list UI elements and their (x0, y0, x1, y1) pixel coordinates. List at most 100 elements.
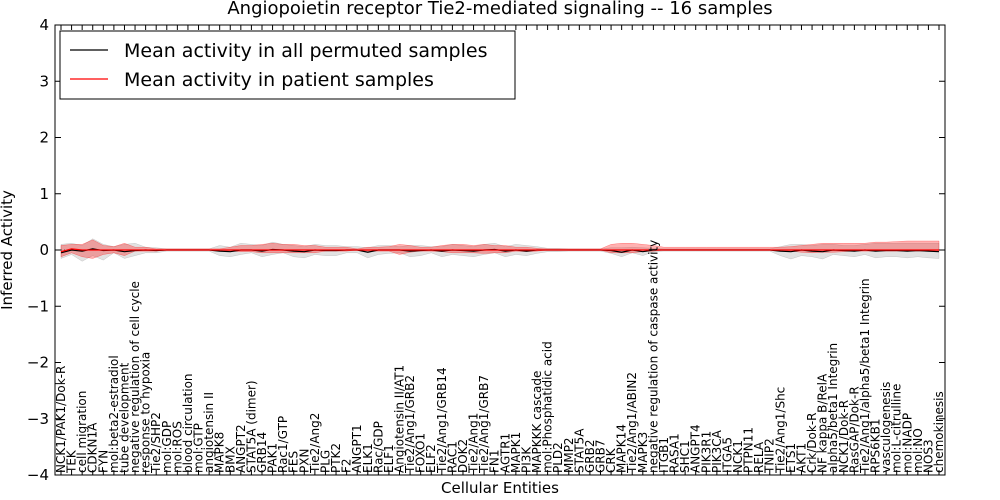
category-label: negative regulation of cell cycle (128, 281, 142, 473)
y-tick-label: 3 (39, 72, 49, 90)
series-line-patient (60, 248, 939, 253)
category-label: SHC1 (678, 440, 692, 473)
category-label: alpha5/beta1 Integrin (826, 343, 840, 473)
category-label: MAPK3 (636, 432, 650, 473)
y-tick-label: 2 (39, 129, 49, 147)
chart-title: Angiopoietin receptor Tie2-mediated sign… (227, 0, 772, 19)
category-label: GRB7 (593, 439, 607, 473)
category-label: mol:NADP (900, 413, 914, 473)
category-label: F2 (340, 458, 354, 473)
legend: Mean activity in all permuted samples Me… (59, 30, 516, 100)
category-label: PIK3CA (710, 429, 724, 473)
category-label: TEK (65, 449, 79, 474)
x-ticks (60, 25, 940, 475)
category-label: cell migration (75, 391, 89, 473)
category-label: TNIP2 (763, 438, 777, 474)
category-label: BMX (223, 446, 237, 473)
category-label: MAPK8 (213, 432, 227, 473)
category-label: ITGB1 (657, 437, 671, 473)
category-label: mol:GTP (192, 423, 206, 473)
category-label: NF kappa B/RelA (816, 373, 830, 473)
category-label: mol:L-citrulline (890, 384, 904, 473)
category-label: response to hypoxia (139, 352, 153, 473)
category-label: RELA (752, 441, 766, 473)
category-label: Tie2/Ang1/Shc (773, 387, 787, 474)
category-label: PTPN11 (742, 427, 756, 473)
category-label: chemokinesis (932, 391, 946, 473)
category-label: Tie2/SHP2 (149, 412, 163, 474)
category-label: RasGAP/Dok-R (847, 386, 861, 473)
series-lines (60, 248, 940, 254)
category-label: blood circulation (181, 373, 195, 473)
category-label: ANGPT2 (234, 424, 248, 473)
category-label: Crk/Dok-R (805, 412, 819, 473)
category-label: STAT5A (572, 428, 586, 473)
category-label: FYN (96, 450, 110, 473)
category-label: mol:beta2-estradiol (107, 355, 121, 473)
category-label: STAT5A (dimer) (244, 380, 258, 473)
category-label: Rac/GDP (371, 421, 385, 473)
y-tick-label: 1 (39, 185, 49, 203)
category-label: Tie2/Ang2 (308, 413, 322, 474)
category-label: FN1 (488, 449, 502, 473)
category-label: FOXO1 (414, 433, 428, 473)
category-label: MAPKKK cascade (530, 371, 544, 473)
category-label: GRB2 (583, 439, 597, 473)
y-tick-label: −2 (27, 354, 49, 372)
y-axis: 4 3 2 1 0 −1 −2 −3 −4 (27, 16, 945, 484)
legend-label-patient: Mean activity in patient samples (124, 69, 434, 91)
category-label: NCK1/PAK1/Dok-R (54, 366, 68, 473)
y-tick-label: −4 (27, 466, 49, 484)
category-label: angiotensin II (202, 392, 216, 473)
category-label: ETS1 (784, 443, 798, 473)
category-label: AGTR1 (498, 433, 512, 473)
y-tick-label: 0 (39, 241, 49, 259)
category-label: RASA1 (668, 433, 682, 473)
legend-label-permuted: Mean activity in all permuted samples (124, 40, 487, 62)
category-label: CDKN1A (86, 422, 100, 473)
category-label: Tie2/Ang1/GRB14 (435, 367, 449, 474)
category-label: ELF1 (382, 444, 396, 473)
category-label: PLG (318, 450, 332, 473)
x-axis-label: Cellular Entities (441, 479, 559, 497)
category-label: PAK1 (266, 443, 280, 473)
category-label: PXN (297, 449, 311, 473)
category-label: ELF2 (424, 444, 438, 473)
category-label: PLD2 (551, 442, 565, 473)
legend-box (59, 30, 516, 100)
category-label: RAC1 (445, 441, 459, 473)
y-tick-label: −3 (27, 410, 49, 428)
category-label: Angiotensin II/AT1 (393, 365, 407, 473)
category-label: PI3K (519, 446, 533, 473)
category-label: PTK2 (329, 443, 343, 473)
category-label: MAPK14 (615, 424, 629, 473)
category-label: Rac1/GTP (276, 416, 290, 473)
category-label: Tie2/Ang1/ABIN2 (625, 372, 639, 474)
category-label: Tie2/Ang1/GRB7 (477, 375, 491, 474)
category-label: MMP2 (562, 437, 576, 473)
category-label: Tie2/Ang1 (467, 413, 481, 474)
category-label: DOK2 (456, 439, 470, 473)
category-label: Tie2/Ang1/alpha5/beta1 Integrin (858, 278, 872, 474)
category-label: RPS6KB1 (869, 418, 883, 473)
category-label: Tie2/Ang1/GRB2 (403, 375, 417, 474)
category-label: mol:NO (911, 428, 925, 473)
category-label: mol:Phosphatidic acid (541, 341, 555, 473)
category-label: negative regulation of caspase activity (646, 240, 660, 473)
category-label: vasculogenesis (879, 382, 893, 473)
category-label: tube development (117, 362, 131, 473)
y-tick-label: 4 (39, 16, 49, 34)
category-label: mol:ROS (170, 421, 184, 473)
category-label: PIK3R1 (699, 431, 713, 473)
category-label: ANGPT4 (689, 424, 703, 473)
category-label: NOS3 (921, 439, 935, 473)
category-label: ANGPT1 (350, 424, 364, 473)
plot-frame (54, 24, 946, 476)
category-label: mol:GDP (160, 421, 174, 473)
category-label: MAPK1 (509, 432, 523, 473)
y-tick-label: −1 (27, 297, 49, 315)
category-label: ITGA5 (720, 437, 734, 473)
category-label: FES (287, 451, 301, 473)
